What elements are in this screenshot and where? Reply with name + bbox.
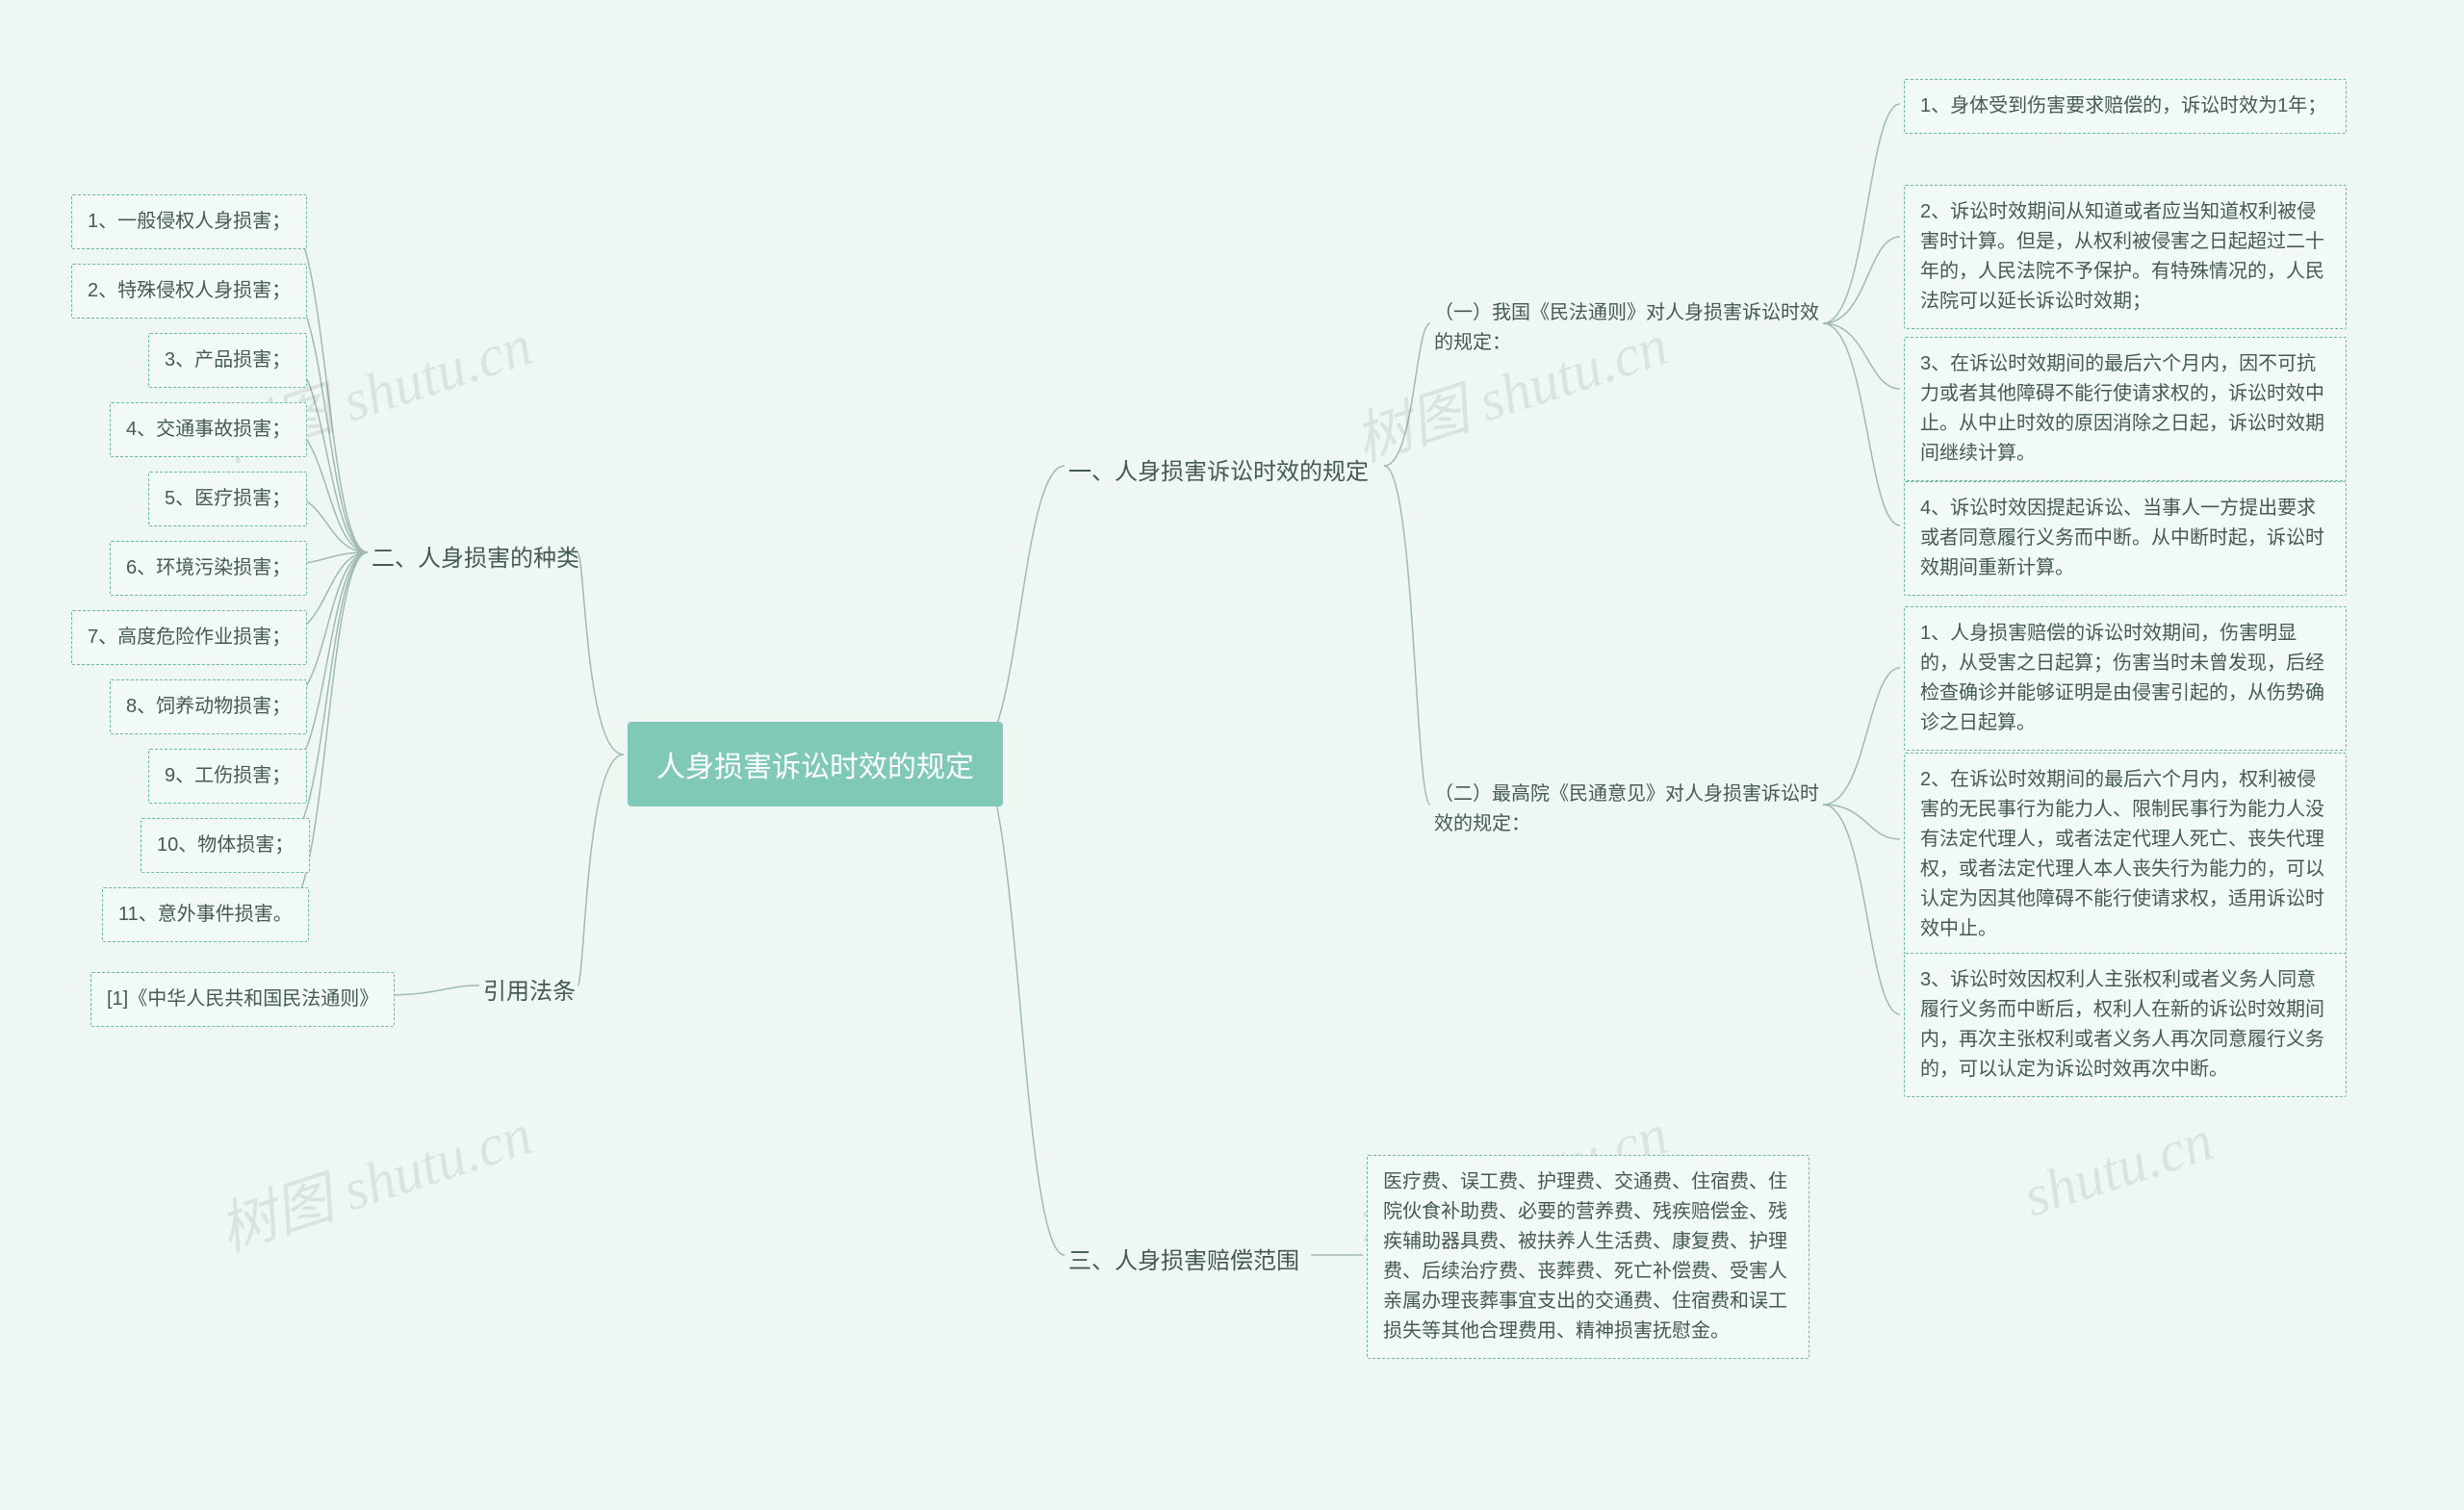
leaf-l2-7: 7、高度危险作业损害；: [71, 610, 307, 665]
leaf-l2-3: 3、产品损害；: [148, 333, 307, 388]
watermark: 树图 shutu.cn: [207, 1088, 541, 1267]
leaf-l2-8: 8、饲养动物损害；: [110, 679, 307, 734]
leaf-l2-9: 9、工伤损害；: [148, 749, 307, 804]
leaf-r3-1: 医疗费、误工费、护理费、交通费、住宿费、住院伙食补助费、必要的营养费、残疾赔偿金…: [1367, 1155, 1810, 1359]
branch-left-ref: 引用法条: [483, 972, 576, 1006]
leaf-l2-4: 4、交通事故损害；: [110, 402, 307, 457]
leaf-r1-a-4: 4、诉讼时效因提起诉讼、当事人一方提出要求或者同意履行义务而中断。从中断时起，诉…: [1904, 481, 2347, 596]
sub-r1-b: （二）最高院《民通意见》对人身损害诉讼时效的规定：: [1434, 780, 1819, 839]
leaf-r1-b-1: 1、人身损害赔偿的诉讼时效期间，伤害明显的，从受害之日起算；伤害当时未曾发现，后…: [1904, 606, 2347, 751]
sub-r1-a: （一）我国《民法通则》对人身损害诉讼时效的规定：: [1434, 298, 1819, 358]
leaf-r1-a-2: 2、诉讼时效期间从知道或者应当知道权利被侵害时计算。但是，从权利被侵害之日起超过…: [1904, 185, 2347, 329]
branch-left-2: 二、人身损害的种类: [372, 539, 579, 573]
leaf-l2-6: 6、环境污染损害；: [110, 541, 307, 596]
leaf-l2-1: 1、一般侵权人身损害；: [71, 194, 307, 249]
leaf-r1-b-3: 3、诉讼时效因权利人主张权利或者义务人同意履行义务而中断后，权利人在新的诉讼时效…: [1904, 953, 2347, 1097]
mindmap-root: 人身损害诉讼时效的规定: [628, 722, 1003, 806]
watermark: shutu.cn: [2015, 1108, 2220, 1231]
branch-right-1: 一、人身损害诉讼时效的规定: [1068, 452, 1369, 486]
leaf-r1-a-1: 1、身体受到伤害要求赔偿的，诉讼时效为1年；: [1904, 79, 2347, 134]
leaf-r1-a-3: 3、在诉讼时效期间的最后六个月内，因不可抗力或者其他障碍不能行使请求权的，诉讼时…: [1904, 337, 2347, 481]
leaf-l2-10: 10、物体损害；: [141, 818, 310, 873]
leaf-lref-1: [1]《中华人民共和国民法通则》: [90, 972, 395, 1027]
branch-right-3: 三、人身损害赔偿范围: [1068, 1241, 1299, 1275]
leaf-l2-11: 11、意外事件损害。: [102, 887, 309, 942]
leaf-l2-2: 2、特殊侵权人身损害；: [71, 264, 307, 319]
leaf-l2-5: 5、医疗损害；: [148, 472, 307, 526]
leaf-r1-b-2: 2、在诉讼时效期间的最后六个月内，权利被侵害的无民事行为能力人、限制民事行为能力…: [1904, 753, 2347, 957]
